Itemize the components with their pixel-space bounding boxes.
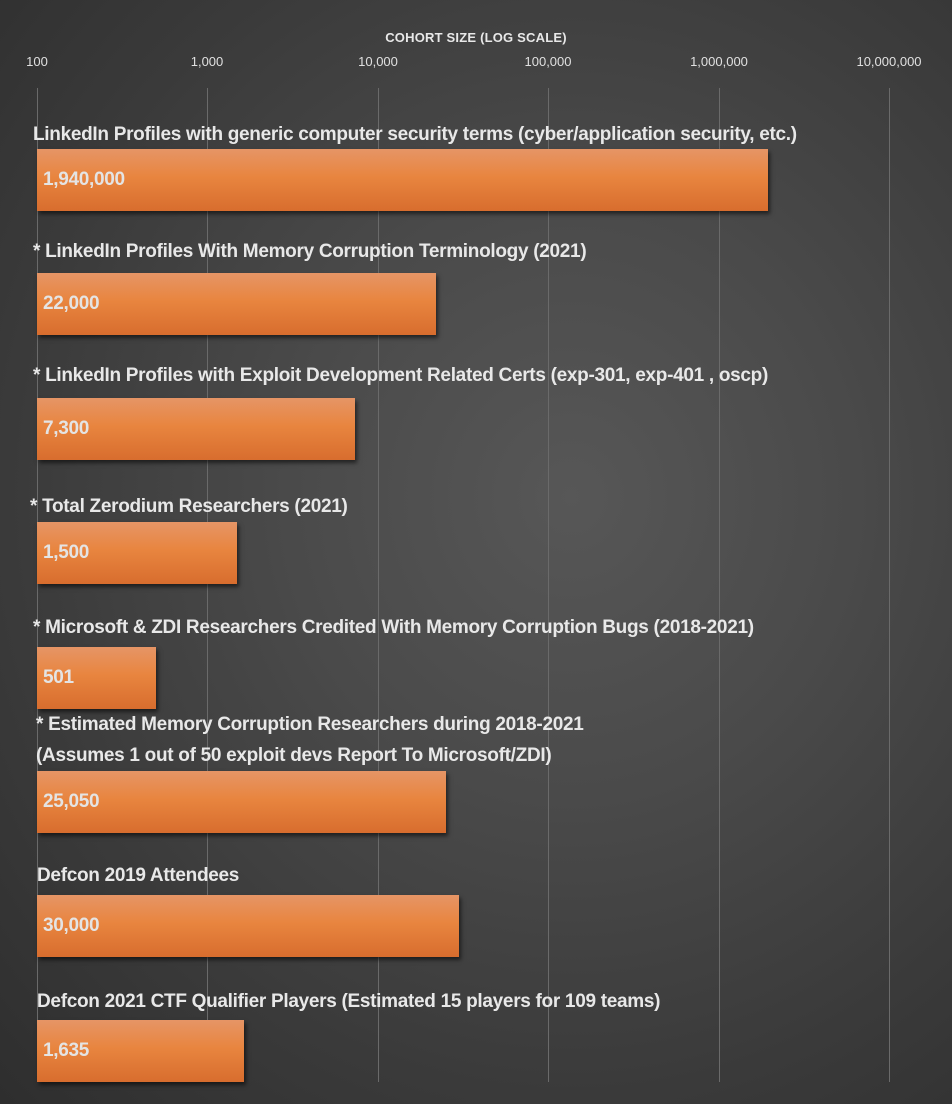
- bar: 30,000: [37, 895, 459, 957]
- bar-value-label: 1,500: [43, 542, 90, 563]
- gridline: [719, 88, 720, 1082]
- bar: 1,635: [37, 1020, 244, 1082]
- x-tick-label: 1,000,000: [690, 54, 748, 69]
- bar-value-label: 501: [43, 667, 74, 688]
- x-tick-label: 1,000: [190, 54, 224, 69]
- x-tick-label: 10,000: [358, 54, 398, 69]
- x-tick-label: 100,000: [524, 54, 572, 69]
- bar: 22,000: [37, 273, 436, 335]
- bar-value-label: 1,940,000: [43, 169, 125, 190]
- category-label: Defcon 2021 CTF Qualifier Players (Estim…: [37, 991, 661, 1012]
- bar-value-label: 22,000: [43, 293, 100, 314]
- category-label: * LinkedIn Profiles With Memory Corrupti…: [33, 241, 587, 262]
- x-axis-title: COHORT SIZE (LOG SCALE): [385, 30, 567, 45]
- bar-value-label: 1,635: [43, 1040, 90, 1061]
- category-label: LinkedIn Profiles with generic computer …: [33, 124, 797, 145]
- x-tick-label: 100: [26, 54, 48, 69]
- bar-value-label: 7,300: [43, 418, 90, 439]
- gridline: [207, 88, 208, 1082]
- gridline: [37, 88, 38, 1082]
- category-label: * Estimated Memory Corruption Researcher…: [36, 714, 584, 735]
- category-label: Defcon 2019 Attendees: [37, 865, 240, 886]
- category-label: * Microsoft & ZDI Researchers Credited W…: [33, 617, 754, 638]
- bar-value-label: 25,050: [43, 791, 100, 812]
- bar: 1,940,000: [37, 149, 768, 211]
- bar: 1,500: [37, 522, 237, 584]
- category-label-line-2: (Assumes 1 out of 50 exploit devs Report…: [36, 745, 552, 766]
- bar: 501: [37, 647, 156, 709]
- x-tick-label: 10,000,000: [856, 54, 922, 69]
- gridline: [889, 88, 890, 1082]
- category-label: * LinkedIn Profiles with Exploit Develop…: [33, 365, 769, 386]
- gridline: [548, 88, 549, 1082]
- category-label: * Total Zerodium Researchers (2021): [30, 496, 348, 517]
- bar: 7,300: [37, 398, 355, 460]
- bar: 25,050: [37, 771, 446, 833]
- bar-value-label: 30,000: [43, 915, 100, 936]
- gridline: [378, 88, 379, 1082]
